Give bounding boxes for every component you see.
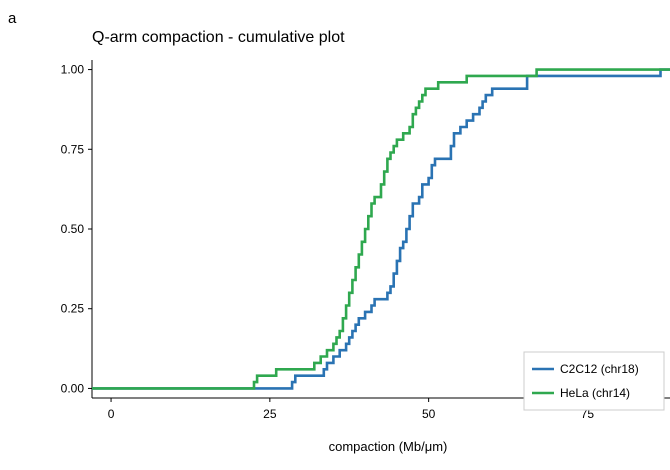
- legend-entry-label: C2C12 (chr18): [560, 362, 639, 376]
- legend: C2C12 (chr18) HeLa (chr14): [523, 351, 665, 411]
- chart-title: Q-arm compaction - cumulative plot: [92, 29, 345, 46]
- series-line-2: [92, 68, 670, 390]
- y-tick-label: 0.50: [61, 222, 85, 236]
- x-tick-label: 0: [108, 407, 115, 421]
- y-tick-label: 1.00: [61, 63, 85, 77]
- legend-box: [523, 351, 665, 411]
- panel-label: a: [8, 10, 17, 27]
- x-tick-label: 50: [422, 407, 436, 421]
- series-line-1: [92, 68, 670, 390]
- y-tick-label: 0.75: [61, 142, 85, 156]
- y-tick-label: 0.25: [61, 302, 85, 316]
- x-tick-label: 25: [263, 407, 277, 421]
- y-tick-label: 0.00: [61, 381, 85, 395]
- legend-entry-label: HeLa (chr14): [560, 386, 630, 400]
- x-axis-label: compaction (Mb/μm): [329, 439, 448, 454]
- series-layer: [92, 68, 670, 390]
